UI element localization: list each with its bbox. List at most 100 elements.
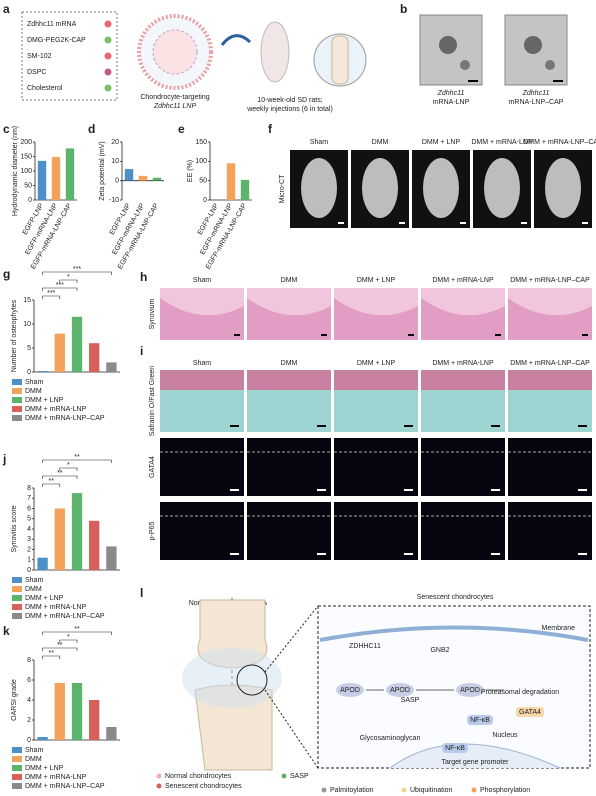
legend-icon — [156, 783, 162, 789]
column-label: DMM + mRNA-LNP–CAP — [523, 139, 596, 146]
y-axis-label: Synovitis score — [11, 505, 18, 552]
bar — [54, 333, 65, 372]
diagram-node: Nucleus — [492, 732, 518, 739]
particle — [524, 36, 542, 54]
component-label: SM-102 — [27, 53, 52, 60]
image-label: Zdhhc11 — [522, 90, 550, 97]
bar — [54, 683, 65, 740]
scale-bar — [491, 553, 500, 555]
panel-letter: b — [400, 2, 407, 16]
y-axis-label: OARSI grade — [11, 679, 18, 721]
bar — [37, 371, 48, 372]
panel-letter: l — [140, 586, 143, 600]
zoom-circle — [236, 664, 268, 696]
bar — [240, 179, 250, 200]
image-label: mRNA-LNP–CAP — [509, 99, 564, 106]
legend-swatch — [12, 774, 22, 780]
rat — [260, 21, 290, 83]
scale-bar — [495, 334, 501, 336]
y-axis-label: Hydrodynamic diameter (nm) — [12, 126, 19, 216]
bone-render — [545, 158, 581, 218]
capsule — [182, 648, 282, 708]
legend-swatch — [12, 586, 22, 592]
y-tick-label: 4 — [27, 526, 31, 533]
diagram-node: APOD — [340, 687, 360, 694]
micrograph — [421, 502, 505, 560]
y-tick-label: 150 — [195, 139, 207, 146]
bar — [51, 157, 61, 200]
legend-label: DMM + LNP — [25, 397, 64, 404]
panel-letter: j — [2, 452, 6, 466]
legend-icon — [281, 773, 287, 779]
y-tick-label: 6 — [27, 677, 31, 684]
lnp-label: Zdhhc11 LNP — [153, 103, 197, 110]
bone-render — [484, 158, 520, 218]
scale-bar — [230, 553, 239, 555]
bar — [65, 148, 75, 200]
row-label: Micro-CT — [279, 174, 286, 203]
column-label: DMM + LNP — [357, 277, 396, 284]
scale-bar — [408, 334, 414, 336]
y-axis-label: Number of osteophytes — [11, 299, 18, 372]
row-label: GATA4 — [149, 456, 156, 478]
cartilage — [160, 370, 244, 390]
legend-swatch — [12, 577, 22, 583]
diagram-title: Senescent chondrocytes — [417, 594, 494, 601]
protein — [456, 683, 484, 697]
diagram-node: GATA4 — [519, 709, 541, 716]
column-label: Sham — [193, 277, 211, 284]
y-tick-label: 200 — [20, 139, 32, 146]
tissue — [508, 298, 592, 340]
y-tick-label: 20 — [111, 139, 119, 146]
panel-letter: i — [140, 344, 143, 358]
legend-label: DMM — [25, 756, 42, 763]
component-label: DSPC — [27, 69, 46, 76]
legend-swatch — [12, 604, 22, 610]
cartilage — [508, 370, 592, 390]
protein — [336, 683, 364, 697]
scale-bar — [317, 425, 326, 427]
legend-label: Palmitoylation — [330, 787, 374, 794]
significance: ** — [57, 470, 63, 477]
significance: * — [67, 462, 70, 469]
zoom-line — [264, 689, 319, 769]
scale-bar — [553, 80, 563, 82]
component-label: DMG-PEG2K-CAP — [27, 37, 86, 44]
significance: * — [67, 634, 70, 641]
legend-label: Normal chondrocytes — [165, 773, 232, 780]
significance: *** — [73, 266, 81, 273]
cartilage — [334, 370, 418, 390]
rat-label: 10-week-old SD rats; — [257, 97, 322, 104]
membrane-label: Membrane — [542, 625, 576, 632]
diagram-node: APOD — [390, 687, 410, 694]
scale-bar — [321, 334, 327, 336]
diagram-node: ZDHHC11 — [349, 643, 381, 650]
scale-bar — [468, 80, 478, 82]
significance-bracket — [42, 295, 61, 299]
column-label: DMM + mRNA-LNP–CAP — [510, 360, 590, 367]
significance-bracket — [42, 631, 112, 635]
column-label: DMM + LNP — [422, 139, 461, 146]
bone-render — [362, 158, 398, 218]
legend-label: Phosphorylation — [480, 787, 530, 794]
y-tick-label: 0 — [203, 197, 207, 204]
column-label: DMM + LNP — [357, 360, 396, 367]
cartilage — [247, 370, 331, 390]
legend-box — [21, 11, 118, 101]
bar — [71, 316, 83, 372]
micrograph — [334, 502, 418, 560]
bar — [152, 177, 162, 181]
significance: ** — [57, 642, 63, 649]
y-tick-label: 0 — [27, 567, 31, 574]
row-label: Synovium — [149, 298, 156, 329]
bar — [89, 343, 100, 372]
legend-label: DMM + mRNA-LNP–CAP — [25, 613, 105, 620]
scale-bar — [234, 334, 240, 336]
y-tick-label: 100 — [20, 168, 32, 175]
column-label: Sham — [310, 139, 328, 146]
legend-label: DMM + LNP — [25, 595, 64, 602]
significance: ** — [48, 650, 54, 657]
bar — [106, 546, 117, 570]
y-axis-label: Zeta potential (mV) — [99, 141, 106, 201]
